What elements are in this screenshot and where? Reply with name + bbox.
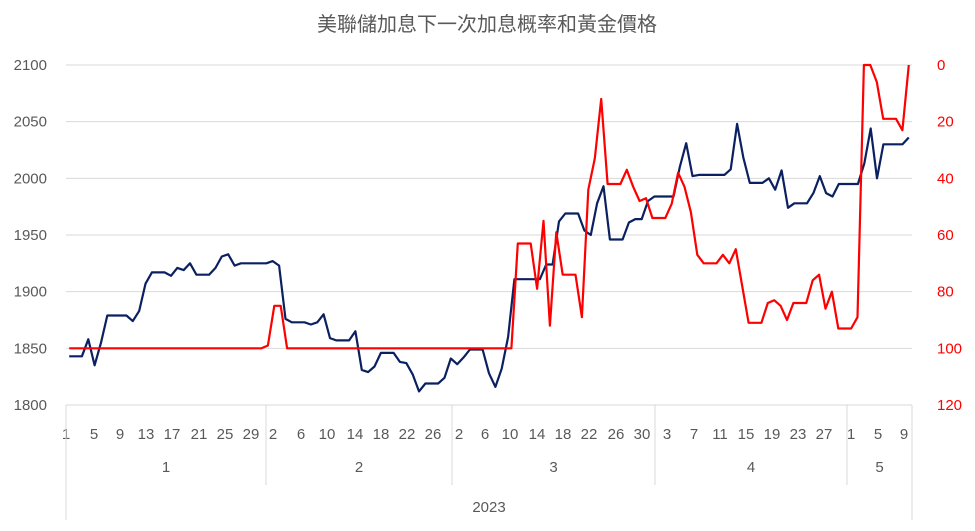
series-group [69, 63, 910, 393]
x-day-label: 22 [399, 426, 416, 443]
gold-price-line [69, 122, 910, 393]
hike-probability-line [69, 63, 910, 350]
x-day-label: 15 [738, 426, 755, 443]
x-day-label: 14 [347, 426, 364, 443]
x-day-label: 7 [690, 426, 698, 443]
x-day-label: 2 [269, 426, 277, 443]
left-axis: 1800 1850 1900 1950 2000 2050 2100 [14, 57, 47, 414]
x-day-label: 25 [217, 426, 234, 443]
left-tick-label: 1800 [14, 397, 47, 414]
x-month-label: 5 [875, 459, 883, 476]
x-month-label: 2 [355, 459, 363, 476]
x-day-label: 11 [712, 426, 728, 443]
left-tick-label: 1850 [14, 340, 47, 357]
x-axis: 1 5 9 13 17 21 25 29 2 6 10 14 18 22 26 2 6 10 14 18 22 26 30 3… [62, 404, 913, 520]
x-day-label: 30 [634, 426, 651, 443]
x-day-label: 10 [502, 426, 519, 443]
x-day-label: 17 [164, 426, 181, 443]
left-tick-label: 2100 [14, 57, 47, 74]
x-day-label: 9 [116, 426, 124, 443]
x-month-label: 3 [549, 459, 557, 476]
x-day-label: 22 [581, 426, 598, 443]
right-axis: 0 20 40 60 80 100 120 [937, 57, 962, 414]
x-year-label: 2023 [472, 499, 505, 516]
left-tick-label: 2050 [14, 114, 47, 131]
x-day-label: 9 [900, 426, 908, 443]
left-tick-label: 1950 [14, 227, 47, 244]
right-tick-label: 0 [937, 57, 945, 74]
left-tick-label: 1900 [14, 284, 47, 301]
right-tick-label: 40 [937, 170, 954, 187]
x-day-label: 5 [90, 426, 98, 443]
x-day-label: 27 [816, 426, 833, 443]
x-day-label: 5 [874, 426, 882, 443]
x-day-label: 1 [847, 426, 855, 443]
x-month-label: 1 [162, 459, 170, 476]
x-day-label: 23 [790, 426, 807, 443]
left-tick-label: 2000 [14, 170, 47, 187]
right-tick-label: 20 [937, 114, 954, 131]
right-tick-label: 100 [937, 340, 962, 357]
x-day-label: 26 [608, 426, 625, 443]
x-day-label: 6 [297, 426, 305, 443]
x-day-label: 21 [191, 426, 208, 443]
x-day-label: 18 [555, 426, 572, 443]
right-tick-label: 60 [937, 227, 954, 244]
x-day-label: 29 [243, 426, 260, 443]
x-day-label: 26 [425, 426, 442, 443]
x-day-label: 18 [373, 426, 390, 443]
chart-title: 美聯儲加息下一次加息概率和黃金價格 [317, 13, 657, 36]
x-day-label: 10 [319, 426, 336, 443]
x-day-label: 13 [138, 426, 155, 443]
x-month-label: 4 [747, 459, 755, 476]
right-tick-label: 120 [937, 397, 962, 414]
x-day-label: 2 [455, 426, 463, 443]
x-day-label: 3 [663, 426, 671, 443]
right-tick-label: 80 [937, 284, 954, 301]
x-day-label: 19 [764, 426, 781, 443]
x-day-label: 14 [529, 426, 546, 443]
gridlines [66, 64, 912, 349]
x-day-label: 6 [481, 426, 489, 443]
